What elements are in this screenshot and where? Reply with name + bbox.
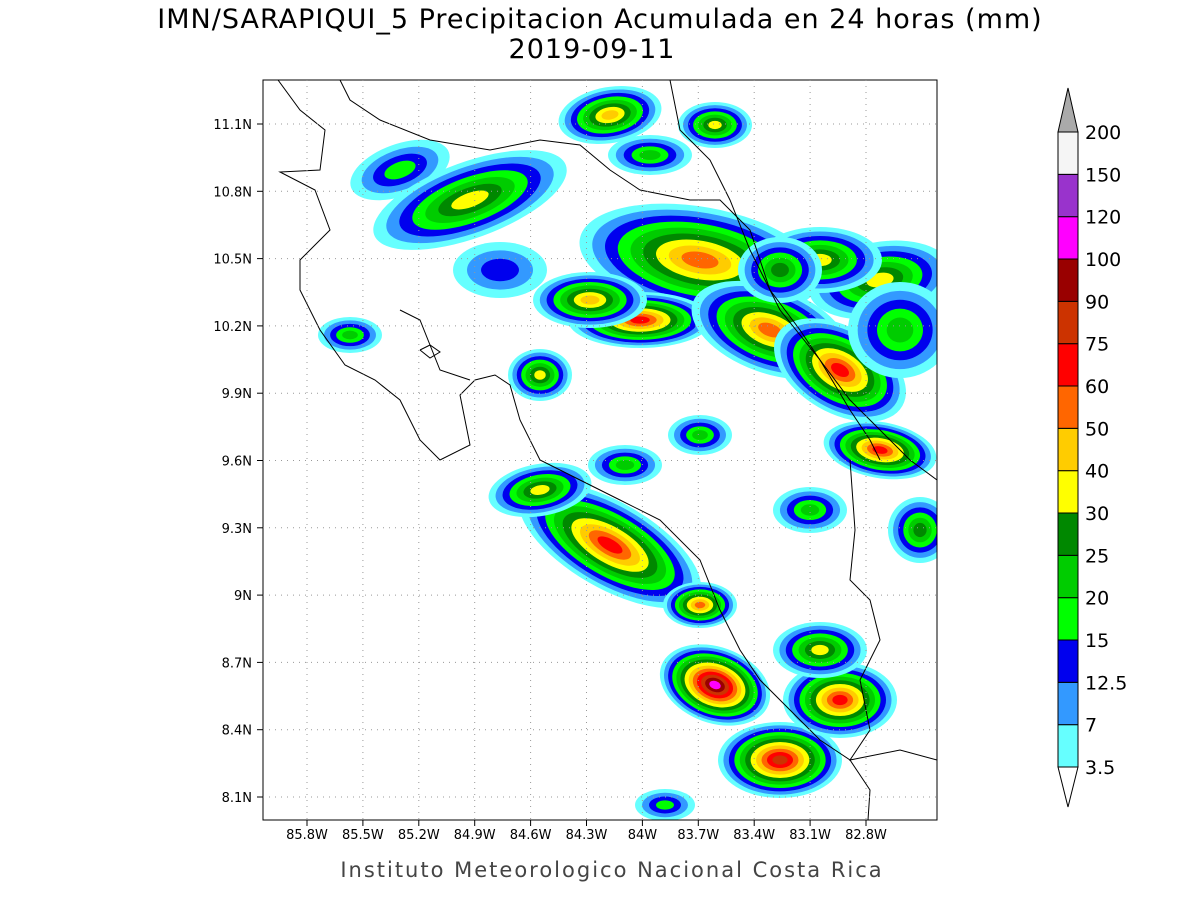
lat-tick-label: 9N	[234, 589, 252, 604]
coastlines	[277, 80, 937, 820]
precip-contour	[692, 430, 708, 440]
lon-tick-label: 84.6W	[510, 828, 552, 843]
lat-tick-label: 9.6N	[222, 455, 252, 470]
colorbar-box	[1057, 216, 1079, 260]
lon-tick-label: 83.7W	[677, 828, 719, 843]
lat-tick-label: 11.1N	[213, 118, 252, 133]
colorbar-label: 200	[1085, 122, 1121, 144]
colorbar-label: 120	[1085, 207, 1121, 229]
precip-contour	[615, 460, 635, 470]
precip-contour	[342, 330, 358, 340]
precip-contour	[811, 644, 829, 656]
precip-contour	[530, 485, 550, 495]
lon-tick-label: 85.5W	[342, 828, 384, 843]
colorbar-box	[1057, 470, 1079, 514]
colorbar-box	[1057, 300, 1079, 345]
colorbar-box	[1057, 639, 1079, 683]
precip-contour	[709, 680, 721, 690]
colorbar-label: 7	[1085, 715, 1097, 737]
colorbar-label: 15	[1085, 630, 1109, 652]
lat-tick-label: 8.1N	[222, 791, 252, 806]
colorbar-box	[1057, 724, 1079, 768]
lat-tick-label: 8.4N	[222, 724, 252, 739]
precip-contour	[597, 536, 623, 554]
colorbar-label: 90	[1085, 291, 1109, 313]
precip-contour	[384, 160, 416, 180]
colorbar-label: 60	[1085, 376, 1109, 398]
precip-contour	[580, 295, 600, 305]
lat-tick-label: 8.7N	[222, 656, 252, 671]
colorbar-box	[1057, 131, 1079, 175]
map-frame	[262, 79, 938, 821]
colorbar-box	[1057, 512, 1079, 556]
colorbar-label: 30	[1085, 503, 1109, 525]
lat-tick-label: 9.9N	[222, 387, 252, 402]
colorbar-label: 20	[1085, 588, 1109, 610]
lat-tick-label: 10.8N	[213, 185, 252, 200]
colorbar-label: 25	[1085, 545, 1109, 567]
lat-tick-label: 9.3N	[222, 522, 252, 537]
colorbar-label: 50	[1085, 418, 1109, 440]
colorbar-label: 3.5	[1085, 757, 1115, 779]
precip-contour	[534, 370, 546, 380]
colorbar-label: 100	[1085, 249, 1121, 271]
precip-contour	[656, 800, 674, 810]
colorbar-label: 75	[1085, 334, 1109, 356]
lon-tick-label: 84.3W	[566, 828, 608, 843]
lat-tick-label: 10.2N	[213, 320, 252, 335]
lon-tick-label: 85.8W	[286, 828, 328, 843]
colorbar-below	[1057, 766, 1079, 808]
precip-contour	[831, 362, 849, 378]
subtitle: 2019-09-11	[509, 34, 676, 65]
colorbar-above	[1057, 87, 1079, 133]
colorbar-box	[1057, 258, 1079, 302]
precip-contour	[800, 504, 820, 516]
precip-contour	[451, 190, 489, 210]
lon-tick-label: 84W	[628, 828, 658, 843]
precip-contour	[601, 110, 619, 120]
precip-contour	[481, 258, 519, 282]
colorbar-box	[1057, 681, 1079, 726]
colorbar-box	[1057, 385, 1079, 429]
lon-tick-label: 85.2W	[398, 828, 440, 843]
lon-tick-label: 83.1W	[789, 828, 831, 843]
precip-contour	[886, 317, 914, 343]
lon-tick-label: 83.4W	[733, 828, 775, 843]
precip-contour	[708, 120, 722, 130]
precip-contour	[832, 694, 848, 706]
lat-tick-label: 10.5N	[213, 253, 252, 268]
precip-contour	[913, 522, 927, 538]
title: IMN/SARAPIQUI_5 Precipitacion Acumulada …	[157, 4, 1042, 35]
precipitation-field	[318, 85, 937, 820]
colorbar-label: 150	[1085, 164, 1121, 186]
precip-contour	[639, 150, 661, 160]
precip-contour	[630, 316, 650, 324]
colorbar-label: 40	[1085, 461, 1109, 483]
precip-contour	[681, 251, 719, 269]
lon-tick-label: 82.8W	[845, 828, 887, 843]
colorbar-box	[1057, 173, 1079, 218]
colorbar-box	[1057, 343, 1079, 387]
colorbar-label: 12.5	[1085, 672, 1127, 694]
lon-tick-label: 84.9W	[454, 828, 496, 843]
colorbar-box	[1057, 597, 1079, 641]
precip-contour	[771, 262, 789, 278]
colorbar-box	[1057, 554, 1079, 599]
footer-credit: Instituto Meteorologico Nacional Costa R…	[340, 858, 883, 882]
precip-contour	[772, 755, 788, 765]
precip-contour	[694, 601, 706, 609]
precip-contour	[758, 322, 782, 338]
colorbar-box	[1057, 427, 1079, 472]
